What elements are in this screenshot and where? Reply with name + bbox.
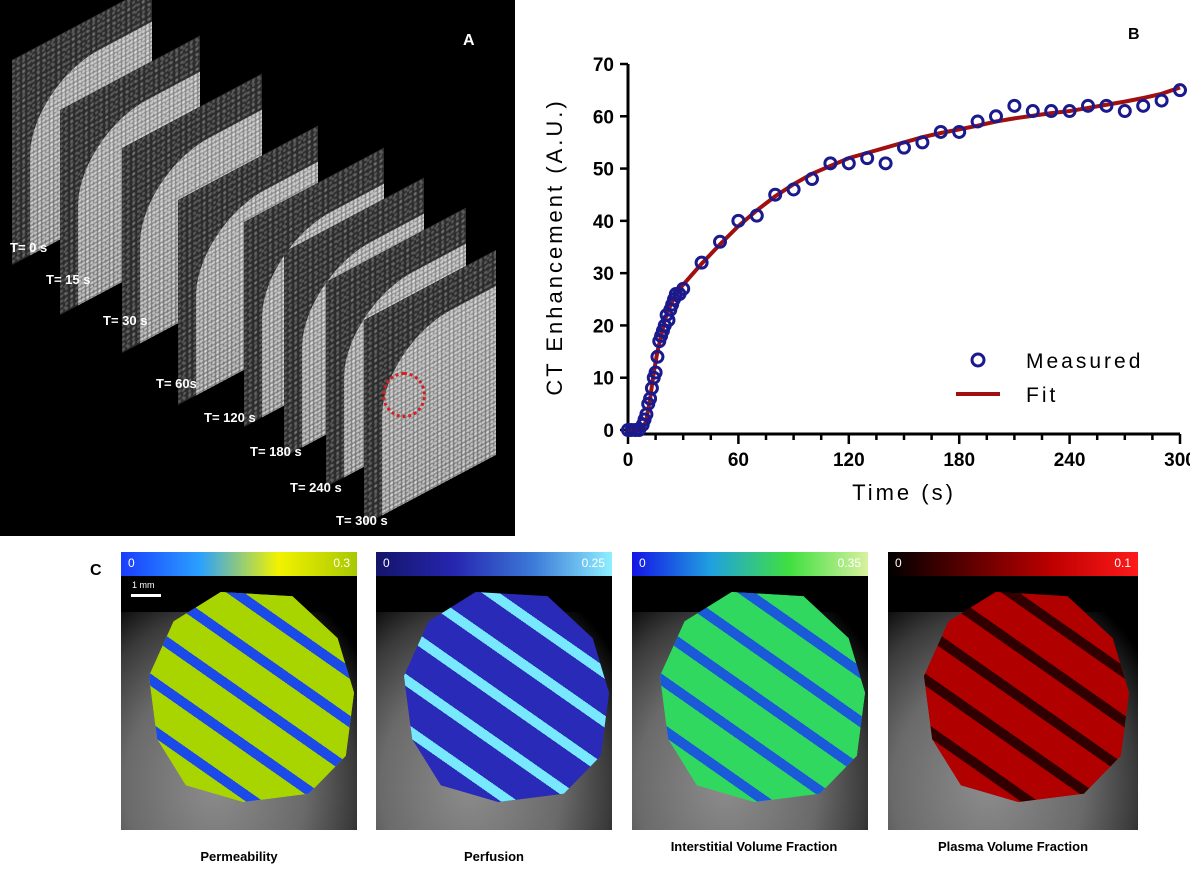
measured-point [694, 255, 709, 270]
tumor-map [924, 592, 1129, 802]
measured-point [1007, 98, 1022, 113]
x-tick-label: 60 [728, 450, 749, 471]
caption-permeability: Permeability [200, 849, 278, 864]
time-label-7: T= 300 s [336, 513, 388, 528]
colorbar-perfusion [376, 552, 612, 576]
measured-point [650, 349, 665, 364]
legend-label-fit: Fit [1026, 384, 1058, 407]
time-label-5: T= 180 s [250, 444, 302, 459]
tumor-map [404, 592, 609, 802]
measured-point [915, 135, 930, 150]
y-tick-label: 10 [593, 369, 614, 390]
caption-plasma: Plasma Volume Fraction [937, 839, 1089, 854]
y-tick-label: 40 [593, 212, 614, 233]
legend-marker-measured [970, 352, 986, 368]
time-label-4: T= 120 s [204, 410, 256, 425]
measured-point [1099, 98, 1114, 113]
colorbar-max: 0.1 [1114, 556, 1131, 570]
colorbar-plasma [888, 552, 1138, 576]
y-tick-label: 0 [603, 421, 614, 442]
measured-point [933, 124, 948, 139]
measured-point [878, 156, 893, 171]
caption-perfusion: Perfusion [464, 849, 524, 864]
colorbar-min: 0 [639, 556, 646, 570]
colorbar-interstitial [632, 552, 868, 576]
scale-label: 1 mm [132, 580, 155, 590]
fit-line [628, 85, 1181, 432]
map-interstitial-volume: 0 0.35 [632, 552, 868, 830]
map-permeability: 0 0.3 1 mm [121, 552, 357, 830]
panel-a-letter: A [463, 32, 475, 49]
x-tick-label: 180 [943, 450, 975, 471]
panel-a-time-series: A T= 0 s T= 15 s T= 30 s T= 60s T= 120 s… [0, 0, 515, 536]
y-tick-label: 60 [593, 107, 614, 128]
measured-point [805, 172, 819, 187]
measured-point [1136, 98, 1151, 113]
time-label-1: T= 15 s [46, 272, 91, 287]
measured-point [952, 124, 967, 139]
colorbar-min: 0 [128, 556, 135, 570]
colorbar-min: 0 [383, 556, 390, 570]
measured-point [860, 151, 875, 166]
measured-point [1044, 104, 1059, 119]
measured-point [676, 281, 691, 296]
y-tick-label: 30 [593, 264, 614, 285]
measured-point [1154, 93, 1169, 108]
time-label-6: T= 240 s [290, 480, 342, 495]
measured-point [823, 156, 838, 171]
tumor-map [149, 592, 354, 802]
measured-point [731, 213, 746, 228]
y-tick-label: 20 [593, 316, 614, 337]
roi-circle [382, 372, 426, 418]
measured-point [1117, 104, 1132, 119]
time-label-0: T= 0 s [10, 240, 48, 255]
measured-point [648, 365, 663, 380]
enhancement-chart: 0 10 20 30 40 50 60 70 0 60 120 180 240 300 Time (s) CT… [542, 55, 1190, 505]
map-plasma-volume: 0 0.1 [888, 552, 1138, 830]
panel-c-letter: C [90, 562, 102, 579]
measured-point [841, 156, 856, 171]
map-perfusion: 0 0.25 [376, 552, 612, 830]
time-label-2: T= 30 s [103, 313, 148, 328]
measured-point [1173, 83, 1187, 98]
y-tick-label: 70 [593, 55, 614, 76]
y-tick-label: 50 [593, 160, 614, 181]
colorbar-min: 0 [895, 556, 902, 570]
measured-point [989, 109, 1003, 124]
x-tick-label: 0 [623, 450, 634, 471]
measured-point [1062, 104, 1077, 119]
colorbar-max: 0.3 [333, 556, 350, 570]
x-tick-label: 240 [1054, 450, 1086, 471]
measured-point [970, 114, 985, 129]
measured-point [713, 234, 727, 249]
measured-point [1081, 98, 1095, 113]
scale-bar [131, 594, 161, 597]
x-axis-title: Time (s) [852, 480, 956, 505]
measured-point [1025, 104, 1040, 119]
measured-point [786, 182, 801, 197]
colorbar-max: 0.35 [837, 556, 861, 570]
legend-label-measured: Measured [1026, 350, 1143, 373]
colorbar-permeability [121, 552, 357, 576]
measured-point [768, 187, 783, 202]
measured-point [897, 140, 911, 155]
time-label-3: T= 60s [156, 376, 197, 391]
caption-interstitial: Interstitial Volume Fraction [670, 839, 838, 854]
x-tick-label: 300 [1164, 450, 1190, 471]
tumor-map [660, 592, 865, 802]
x-tick-label: 120 [833, 450, 865, 471]
panel-b-letter: B [1128, 26, 1140, 43]
measured-point [749, 208, 764, 223]
colorbar-max: 0.25 [581, 556, 605, 570]
y-axis-title: CT Enhancement (A.U.) [542, 98, 567, 395]
